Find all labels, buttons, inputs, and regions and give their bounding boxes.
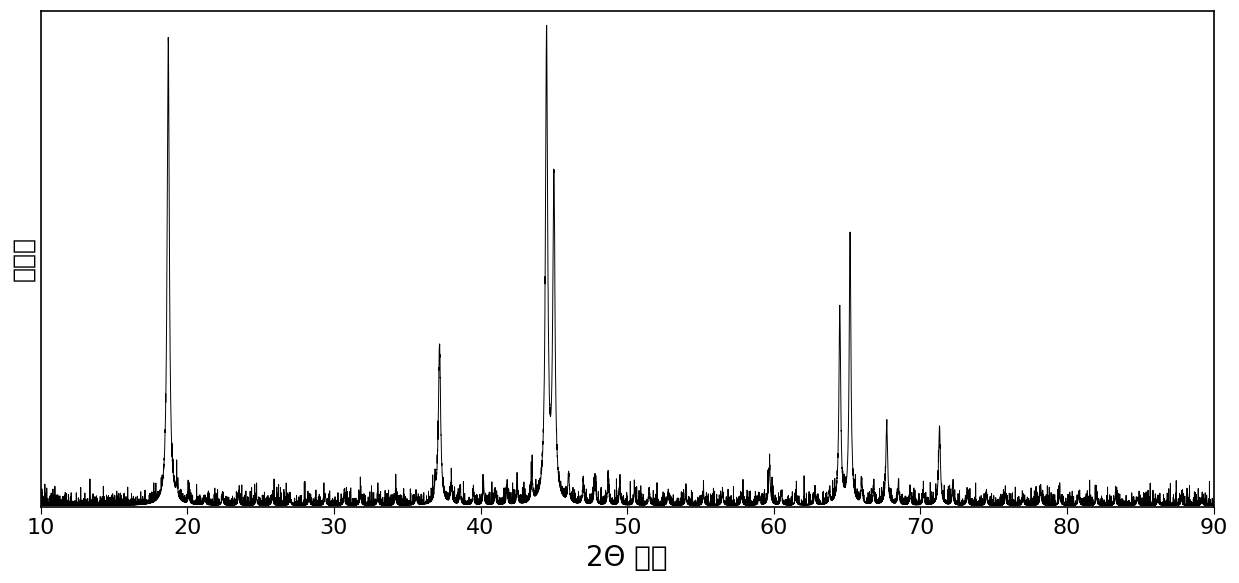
X-axis label: 2Θ 角度: 2Θ 角度	[586, 544, 668, 572]
Y-axis label: 峰强度: 峰强度	[11, 236, 35, 282]
